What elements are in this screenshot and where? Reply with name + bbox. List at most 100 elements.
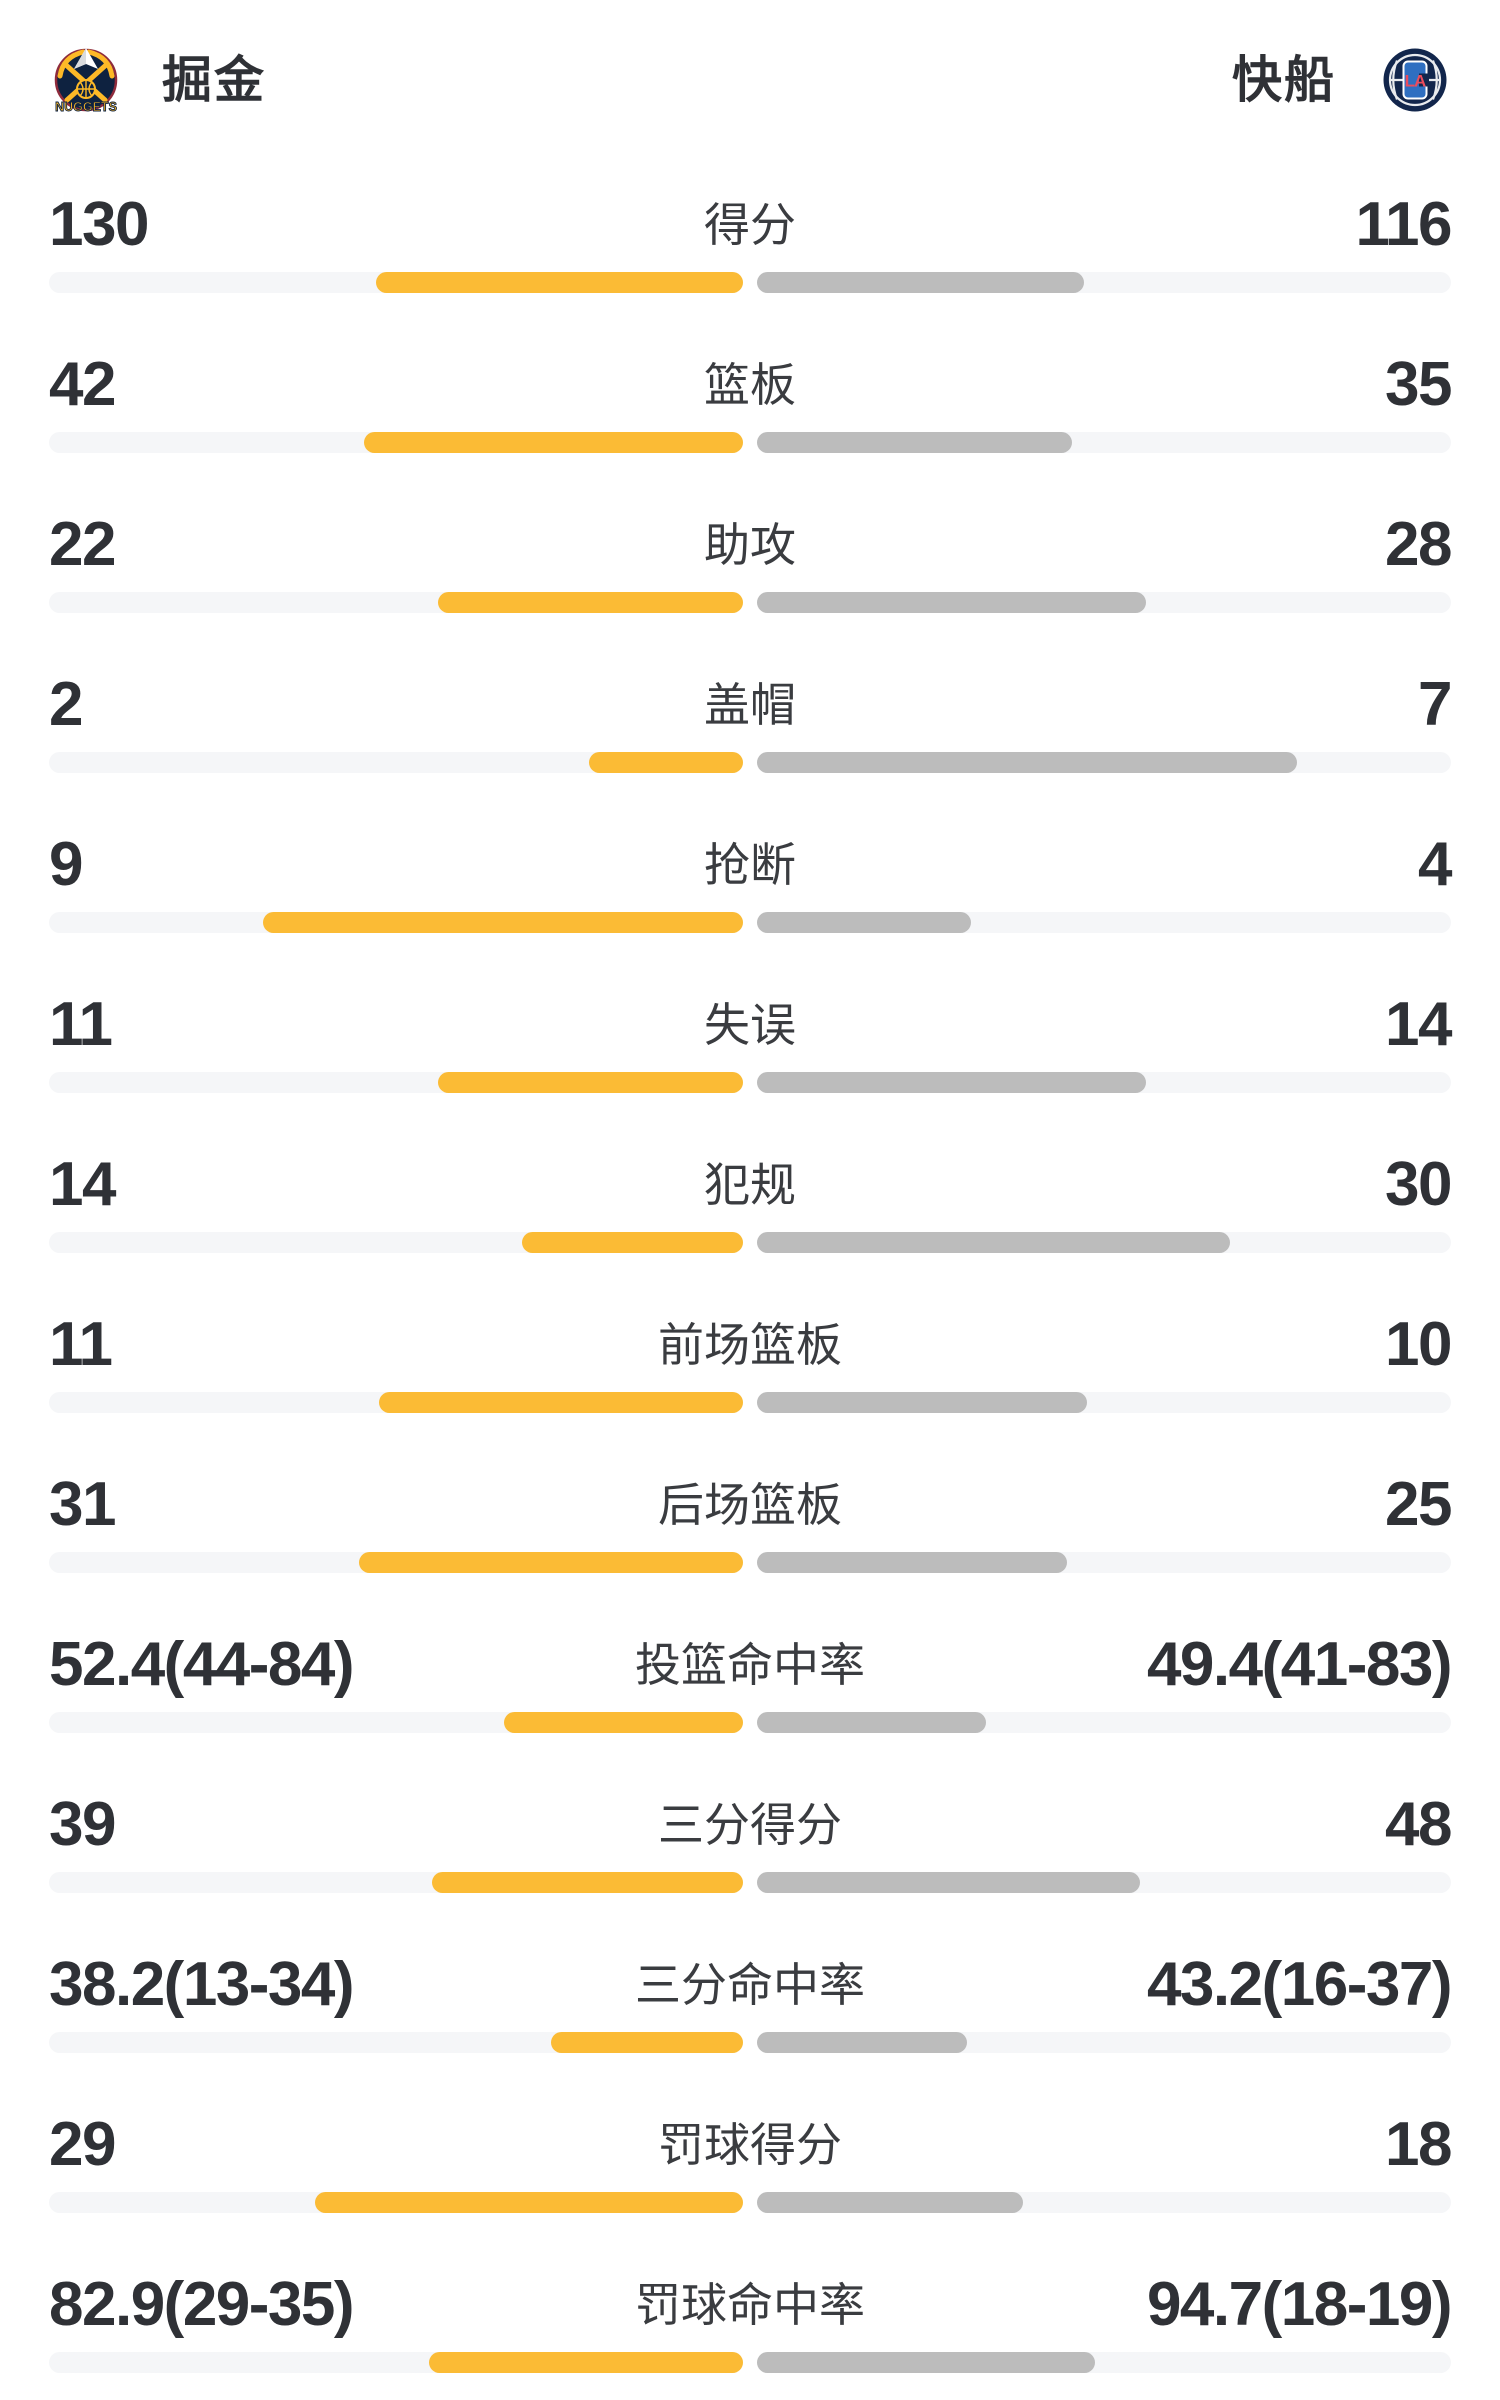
stat-left-value: 42	[49, 350, 116, 419]
left-bar-fill	[588, 752, 743, 773]
stat-left-value: 31	[49, 1470, 116, 1539]
right-bar-track	[757, 272, 1451, 293]
stat-bars	[0, 912, 1500, 933]
stat-label: 前场篮板	[658, 1319, 842, 1371]
stat-bars	[0, 2032, 1500, 2053]
stat-right-value: 49.4(41-83)	[1146, 1630, 1453, 1699]
stat-label: 罚球命中率	[635, 2279, 865, 2331]
stat-label: 犯规	[704, 1159, 796, 1211]
stat-bars	[0, 2352, 1500, 2373]
left-bar-fill	[522, 1232, 743, 1253]
right-bar-track	[757, 1872, 1451, 1893]
stat-bars	[0, 272, 1500, 293]
teams-header: NUGGETS 掘金 快船 LA	[0, 0, 1500, 115]
right-bar-fill	[757, 2032, 967, 2053]
stat-line: 11 失误 14	[49, 990, 1452, 1059]
stat-row: 11 失误 14	[0, 960, 1500, 1120]
left-bar-track	[49, 1072, 743, 1093]
left-bar-fill	[364, 432, 743, 453]
stat-left-value: 130	[49, 190, 149, 259]
stat-row: 82.9(29-35) 罚球命中率 94.7(18-19)	[0, 2240, 1500, 2400]
left-bar-track	[49, 1392, 743, 1413]
stat-bars	[0, 592, 1500, 613]
right-bar-fill	[757, 2192, 1023, 2213]
left-bar-track	[49, 912, 743, 933]
left-bar-track	[49, 1552, 743, 1573]
right-bar-track	[757, 592, 1451, 613]
right-bar-fill	[757, 1552, 1067, 1573]
stat-line: 29 罚球得分 18	[49, 2110, 1452, 2179]
left-bar-fill	[437, 1072, 743, 1093]
stat-row: 9 抢断 4	[0, 800, 1500, 960]
stat-line: 9 抢断 4	[49, 830, 1452, 899]
left-bar-fill	[431, 1872, 743, 1893]
left-bar-track	[49, 432, 743, 453]
left-bar-track	[49, 1872, 743, 1893]
stat-left-value: 22	[49, 510, 116, 579]
right-bar-track	[757, 432, 1451, 453]
right-bar-fill	[757, 912, 971, 933]
right-bar-track	[757, 912, 1451, 933]
stat-line: 82.9(29-35) 罚球命中率 94.7(18-19)	[49, 2270, 1453, 2339]
right-bar-fill	[757, 1232, 1231, 1253]
stat-line: 130 得分 116	[49, 190, 1452, 259]
stat-left-value: 82.9(29-35)	[49, 2270, 355, 2339]
stat-row: 130 得分 116	[0, 160, 1500, 320]
left-bar-fill	[551, 2032, 743, 2053]
stat-label: 得分	[704, 199, 796, 251]
left-bar-fill	[504, 1712, 743, 1733]
stat-left-value: 39	[49, 1790, 116, 1859]
right-bar-fill	[757, 432, 1073, 453]
stat-label: 罚球得分	[658, 2119, 842, 2171]
stat-label: 抢断	[704, 839, 796, 891]
stat-label: 盖帽	[704, 679, 796, 731]
stat-label: 失误	[704, 999, 796, 1051]
stat-right-value: 4	[1418, 830, 1452, 899]
left-bar-track	[49, 752, 743, 773]
team-right: 快船 LA	[1232, 45, 1448, 115]
stat-right-value: 28	[1385, 510, 1452, 579]
stat-row: 11 前场篮板 10	[0, 1280, 1500, 1440]
stat-line: 2 盖帽 7	[49, 670, 1452, 739]
stat-bars	[0, 432, 1500, 453]
stat-left-value: 2	[49, 670, 83, 739]
stat-row: 14 犯规 30	[0, 1120, 1500, 1280]
stat-right-value: 30	[1385, 1150, 1452, 1219]
stat-right-value: 43.2(16-37)	[1146, 1950, 1453, 2019]
stat-row: 39 三分得分 48	[0, 1760, 1500, 1920]
left-bar-track	[49, 272, 743, 293]
stat-bars	[0, 1232, 1500, 1253]
right-bar-track	[757, 1072, 1451, 1093]
stat-bars	[0, 1872, 1500, 1893]
stat-line: 39 三分得分 48	[49, 1790, 1452, 1859]
left-bar-fill	[314, 2192, 743, 2213]
right-bar-track	[757, 2352, 1451, 2373]
stat-row: 42 篮板 35	[0, 320, 1500, 480]
stat-right-value: 48	[1385, 1790, 1452, 1859]
stat-left-value: 11	[49, 990, 113, 1059]
right-bar-track	[757, 2032, 1451, 2053]
stat-right-value: 18	[1385, 2110, 1452, 2179]
right-bar-track	[757, 1392, 1451, 1413]
stat-right-value: 94.7(18-19)	[1146, 2270, 1453, 2339]
right-bar-fill	[757, 752, 1297, 773]
stat-row: 2 盖帽 7	[0, 640, 1500, 800]
right-bar-fill	[757, 1072, 1146, 1093]
left-bar-fill	[379, 1392, 743, 1413]
right-bar-track	[757, 1712, 1451, 1733]
stat-label: 投篮命中率	[635, 1639, 865, 1691]
stat-label: 后场篮板	[658, 1479, 842, 1531]
right-bar-fill	[757, 2352, 1095, 2373]
stat-line: 11 前场篮板 10	[49, 1310, 1452, 1379]
stats-list: 130 得分 116 42 篮板 35	[0, 160, 1500, 2400]
left-bar-track	[49, 592, 743, 613]
stat-bars	[0, 1552, 1500, 1573]
stat-row: 38.2(13-34) 三分命中率 43.2(16-37)	[0, 1920, 1500, 2080]
stat-left-value: 11	[49, 1310, 113, 1379]
stat-bars	[0, 1392, 1500, 1413]
nuggets-logo-text: NUGGETS	[55, 100, 117, 114]
stat-right-value: 7	[1418, 670, 1452, 739]
stat-bars	[0, 752, 1500, 773]
stat-right-value: 14	[1385, 990, 1452, 1059]
stat-left-value: 14	[49, 1150, 116, 1219]
